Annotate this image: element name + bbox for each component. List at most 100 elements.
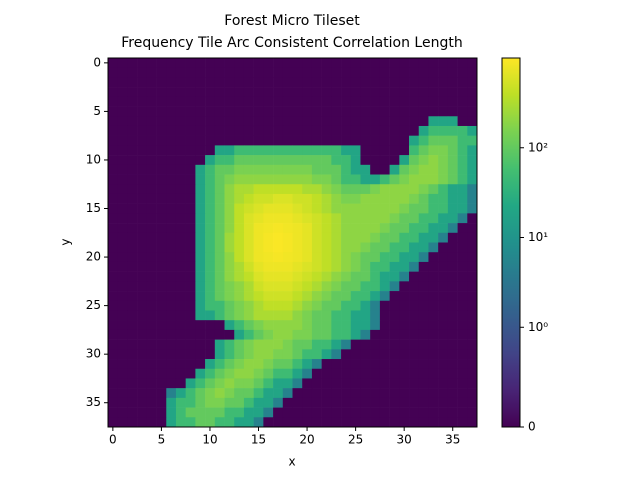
heatmap-cell [117,87,128,98]
heatmap-cell [467,378,478,389]
heatmap-cell [156,388,167,399]
heatmap-cell [146,96,157,107]
heatmap-cell [370,58,381,69]
heatmap-cell [331,291,342,302]
heatmap-cell [438,329,449,340]
heatmap-cell [360,193,371,204]
heatmap-cell [331,271,342,282]
heatmap-cell [370,87,381,98]
heatmap-cell [360,174,371,185]
heatmap-cell [331,310,342,321]
heatmap-cell [243,125,254,136]
y-tick-label: 5 [93,104,101,118]
heatmap-cell [467,58,478,69]
heatmap-cell [195,359,206,370]
heatmap-cell [418,252,429,263]
heatmap-cell [389,184,400,195]
heatmap-cell [175,155,186,166]
heatmap-cell [156,58,167,69]
heatmap-cell [467,310,478,321]
heatmap-cell [156,135,167,146]
heatmap-cell [447,106,458,117]
heatmap-cell [457,329,468,340]
heatmap-cell [311,261,322,272]
heatmap-cell [389,261,400,272]
heatmap-cell [175,116,186,127]
heatmap-cell [428,310,439,321]
heatmap-cell [214,349,225,360]
heatmap-cell [302,203,313,214]
heatmap-cell [253,368,264,379]
heatmap-cell [137,223,148,234]
heatmap-cell [331,96,342,107]
heatmap-cell [263,155,274,166]
heatmap-cell [447,155,458,166]
heatmap-cell [331,407,342,418]
heatmap-cell [302,329,313,340]
heatmap-cell [350,213,361,224]
heatmap-cell [273,291,284,302]
heatmap-cell [224,193,235,204]
heatmap-cell [321,252,332,263]
heatmap-cell [379,223,390,234]
heatmap-cell [438,135,449,146]
heatmap-cell [195,77,206,88]
heatmap-cell [185,349,196,360]
heatmap-cell [379,252,390,263]
heatmap-cell [389,310,400,321]
heatmap-cell [273,67,284,78]
heatmap-cell [350,164,361,175]
heatmap-cell [146,58,157,69]
heatmap-cell [457,310,468,321]
heatmap-cell [447,77,458,88]
heatmap-cell [214,242,225,253]
heatmap-cell [379,174,390,185]
heatmap-cell [311,368,322,379]
heatmap-cell [117,378,128,389]
heatmap-cell [438,96,449,107]
heatmap-cell [350,174,361,185]
heatmap-cell [389,397,400,408]
heatmap-cell [224,77,235,88]
heatmap-cell [418,184,429,195]
heatmap-cell [243,417,254,428]
heatmap-cell [341,213,352,224]
heatmap-cell [214,417,225,428]
heatmap-cell [292,116,303,127]
heatmap-cell [302,388,313,399]
heatmap-cell [438,116,449,127]
heatmap-cell [302,67,313,78]
heatmap-cell [224,135,235,146]
heatmap-cell [175,329,186,340]
heatmap-cell [117,77,128,88]
heatmap-cell [273,125,284,136]
heatmap-cell [331,359,342,370]
heatmap-cell [117,310,128,321]
heatmap-cell [370,261,381,272]
heatmap-cell [399,291,410,302]
heatmap-cell [370,300,381,311]
heatmap-cell [447,58,458,69]
heatmap-cell [302,339,313,350]
heatmap-cell [438,77,449,88]
heatmap-cell [137,320,148,331]
heatmap-cell [409,261,420,272]
heatmap-cell [321,232,332,243]
heatmap-cell [447,145,458,156]
heatmap-cell [360,77,371,88]
heatmap-cell [428,58,439,69]
heatmap-cell [438,67,449,78]
heatmap-cell [156,87,167,98]
heatmap-cell [175,388,186,399]
heatmap-cell [205,349,216,360]
heatmap-cell [108,368,119,379]
heatmap-cell [457,106,468,117]
heatmap-cell [399,300,410,311]
heatmap-cell [234,58,245,69]
heatmap-cell [438,349,449,360]
heatmap-cell [108,397,119,408]
heatmap-cell [399,67,410,78]
heatmap-cell [350,193,361,204]
y-tick-label: 10 [86,152,101,166]
heatmap-cell [243,193,254,204]
